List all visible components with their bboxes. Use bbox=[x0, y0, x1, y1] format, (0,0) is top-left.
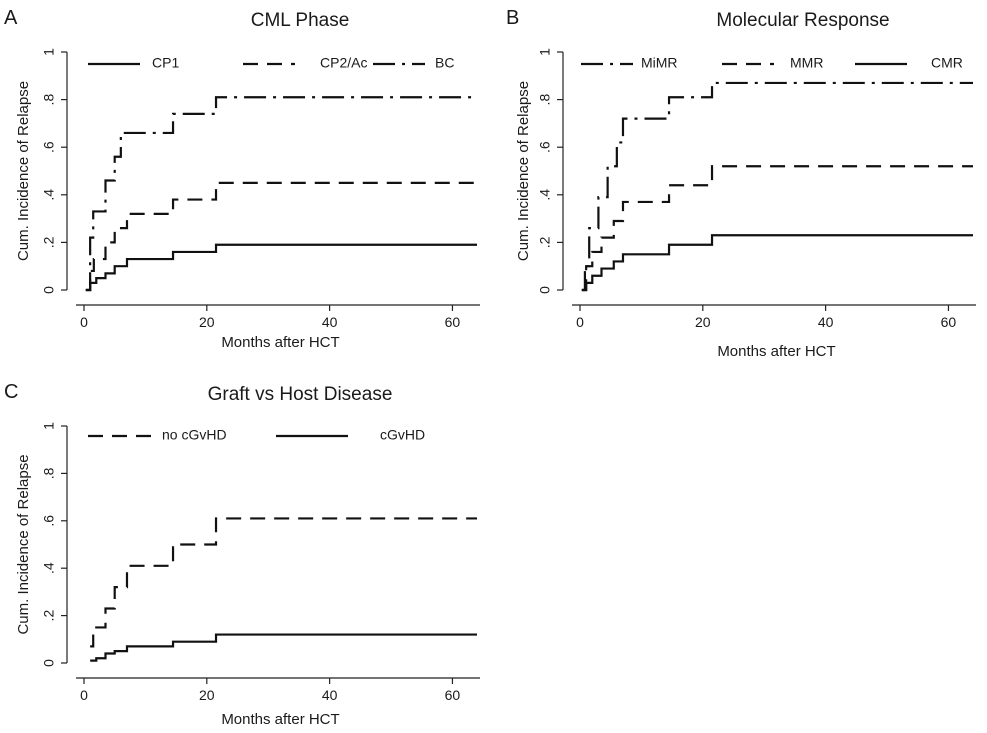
y-tick-label: .8 bbox=[537, 94, 553, 106]
legend-label: cGvHD bbox=[380, 427, 425, 443]
legend-label: MiMR bbox=[641, 55, 678, 71]
legend-label: CP2/Ac bbox=[320, 55, 367, 71]
series-line-mimr bbox=[581, 81, 973, 292]
y-tick-label: 0 bbox=[537, 286, 553, 294]
y-tick-label: .6 bbox=[41, 515, 57, 527]
panel-letter: C bbox=[4, 381, 18, 403]
series-line-mmr bbox=[581, 165, 973, 292]
panel-letter: A bbox=[4, 7, 18, 29]
legend-label: MMR bbox=[790, 55, 823, 71]
x-tick-label: 60 bbox=[445, 687, 461, 703]
y-tick-label: .4 bbox=[41, 562, 57, 574]
x-tick-label: 20 bbox=[695, 314, 711, 330]
x-tick-label: 0 bbox=[80, 687, 88, 703]
y-tick-label: .6 bbox=[41, 141, 57, 153]
legend-label: no cGvHD bbox=[162, 427, 227, 443]
y-tick-label: .4 bbox=[537, 189, 553, 201]
x-tick-label: 0 bbox=[80, 314, 88, 330]
y-tick-label: 1 bbox=[41, 422, 57, 430]
series-line-cgvhd bbox=[90, 633, 477, 662]
x-tick-label: 20 bbox=[199, 314, 215, 330]
x-tick-label: 60 bbox=[941, 314, 957, 330]
chart-title: Graft vs Host Disease bbox=[208, 384, 393, 405]
y-axis-label: Cum. Incidence of Relapse bbox=[15, 81, 32, 261]
x-axis-label: Months after HCT bbox=[717, 343, 835, 360]
legend-label: CMR bbox=[931, 55, 963, 71]
y-tick-label: .8 bbox=[41, 467, 57, 479]
y-tick-label: .2 bbox=[41, 610, 57, 622]
panel-c: C Graft vs Host Disease 0 .2 .4 .6 .8 1 Cum. Inc… bbox=[4, 381, 480, 728]
y-tick-label: 0 bbox=[41, 286, 57, 294]
y-tick-label: 1 bbox=[537, 48, 553, 56]
y-tick-label: .4 bbox=[41, 189, 57, 201]
series-line-cp1 bbox=[85, 243, 477, 292]
x-tick-label: 20 bbox=[199, 687, 215, 703]
panel-b: B Molecular Response 0 .2 .4 .6 .8 1 Cum. Incide… bbox=[506, 7, 976, 360]
x-tick-label: 40 bbox=[322, 687, 338, 703]
series-line-cmr bbox=[581, 234, 973, 292]
panel-a: A CML Phase 0 .2 .4 .6 .8 1 Cum. Incidence of Re… bbox=[4, 7, 480, 351]
panel-letter: B bbox=[506, 7, 519, 29]
x-tick-label: 60 bbox=[445, 314, 461, 330]
y-tick-label: 0 bbox=[41, 659, 57, 667]
x-axis-label: Months after HCT bbox=[221, 334, 339, 351]
chart-title: Molecular Response bbox=[716, 10, 889, 31]
legend-label: CP1 bbox=[152, 55, 179, 71]
y-tick-label: .2 bbox=[537, 236, 553, 248]
x-tick-label: 40 bbox=[322, 314, 338, 330]
x-tick-label: 40 bbox=[818, 314, 834, 330]
legend-label: BC bbox=[435, 55, 454, 71]
series-line-cp2-ac bbox=[85, 181, 477, 292]
series-line-no-cgvhd bbox=[90, 517, 477, 648]
y-tick-label: .2 bbox=[41, 236, 57, 248]
x-tick-label: 0 bbox=[576, 314, 584, 330]
y-tick-label: .8 bbox=[41, 94, 57, 106]
series-line-bc bbox=[85, 96, 477, 292]
chart-title: CML Phase bbox=[251, 10, 350, 31]
y-axis-label: Cum. Incidence of Relapse bbox=[15, 454, 32, 634]
y-axis-label: Cum. Incidence of Relapse bbox=[515, 81, 532, 261]
y-tick-label: 1 bbox=[41, 48, 57, 56]
x-axis-label: Months after HCT bbox=[221, 711, 339, 728]
y-tick-label: .6 bbox=[537, 141, 553, 153]
